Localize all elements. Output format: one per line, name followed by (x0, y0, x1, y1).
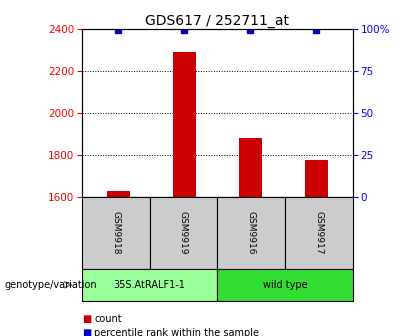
Text: GSM9916: GSM9916 (247, 211, 256, 254)
Text: wild type: wild type (263, 280, 307, 290)
Bar (239, 138, 262, 197)
Text: ■: ■ (82, 328, 91, 336)
Text: GSM9918: GSM9918 (111, 211, 120, 254)
Text: 35S.AtRALF1-1: 35S.AtRALF1-1 (114, 280, 186, 290)
Text: GSM9919: GSM9919 (179, 211, 188, 254)
Text: percentile rank within the sample: percentile rank within the sample (94, 328, 260, 336)
Text: genotype/variation: genotype/variation (4, 280, 97, 290)
Bar (305, 160, 328, 197)
Text: count: count (94, 314, 122, 324)
Text: GSM9917: GSM9917 (315, 211, 323, 254)
Title: GDS617 / 252711_at: GDS617 / 252711_at (145, 13, 289, 28)
Bar (173, 52, 196, 197)
Bar (107, 191, 130, 197)
Text: ■: ■ (82, 314, 91, 324)
